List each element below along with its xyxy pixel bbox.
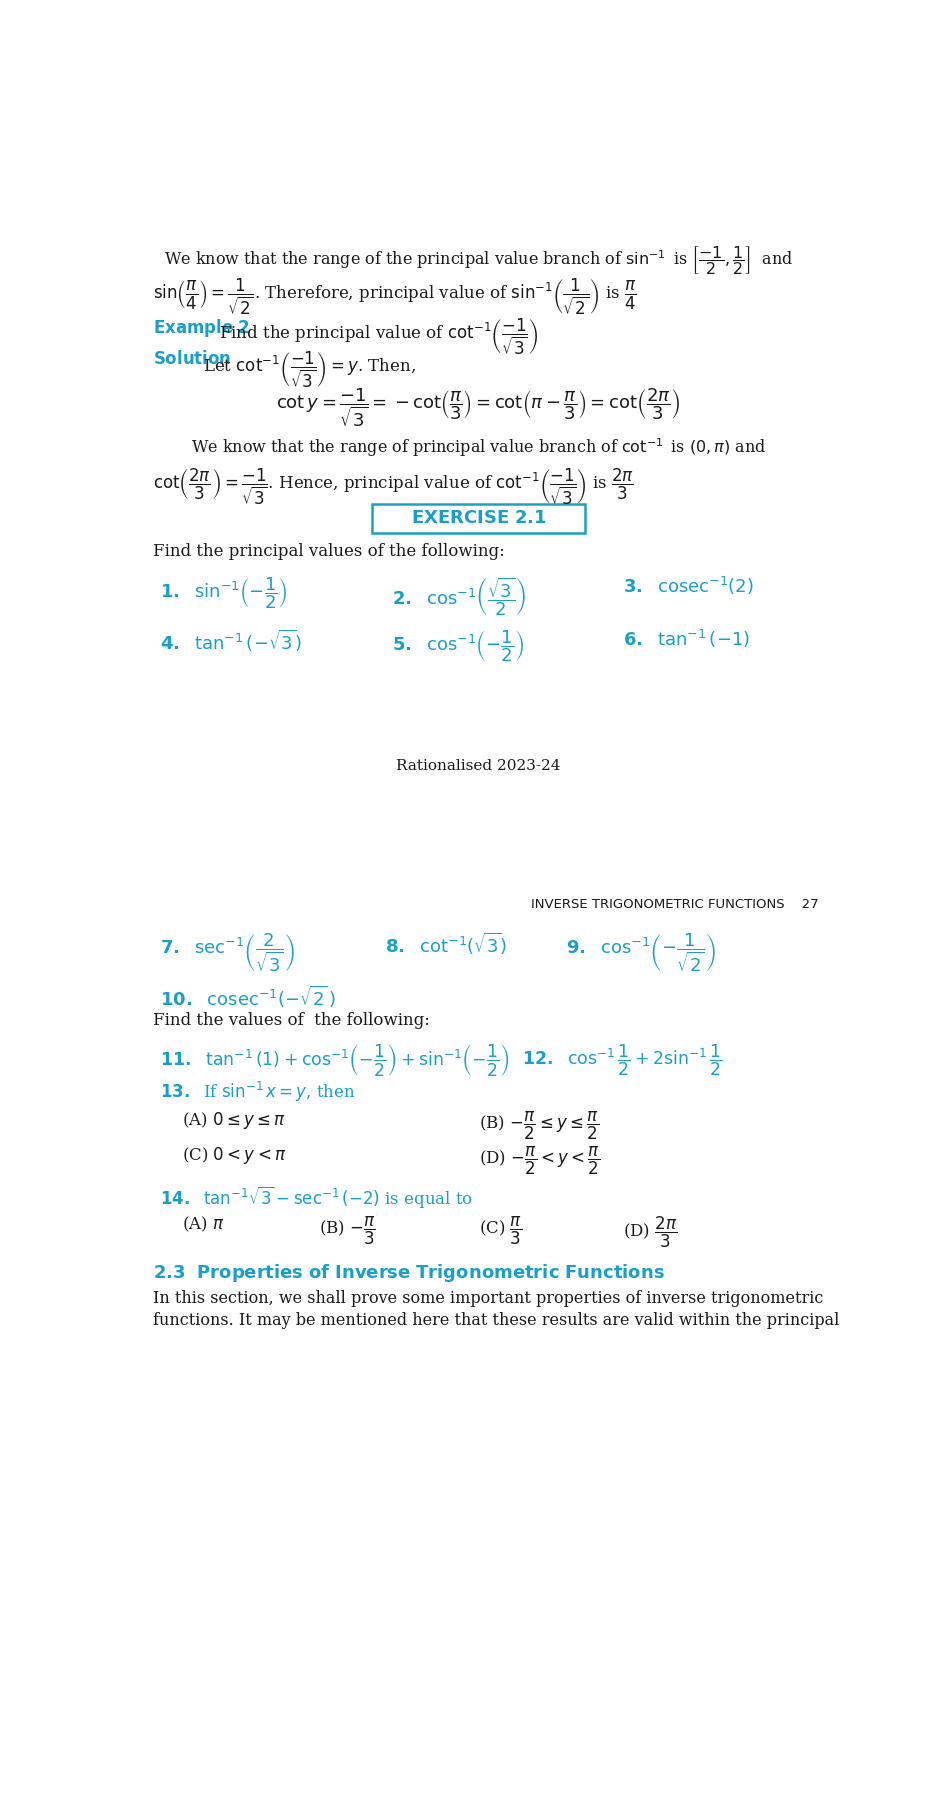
Text: $\mathbf{EXERCISE\ 2.1}$: $\mathbf{EXERCISE\ 2.1}$ xyxy=(411,509,546,527)
Text: $\mathbf{7.}$  $\sec^{-1}\!\left(\dfrac{2}{\sqrt{3}}\right)$: $\mathbf{7.}$ $\sec^{-1}\!\left(\dfrac{2… xyxy=(161,931,295,975)
Text: $\mathbf{3.}$  $\mathrm{cosec}^{-1}(2)$: $\mathbf{3.}$ $\mathrm{cosec}^{-1}(2)$ xyxy=(624,576,754,597)
Text: $\mathbf{Solution}$: $\mathbf{Solution}$ xyxy=(153,350,232,368)
Text: Let $\cot^{-1}\!\left(\dfrac{-1}{\sqrt{3}}\right) = y$. Then,: Let $\cot^{-1}\!\left(\dfrac{-1}{\sqrt{3… xyxy=(204,350,417,390)
Text: $\cot y = \dfrac{-1}{\sqrt{3}} = -\cot\!\left(\dfrac{\pi}{3}\right) = \cot\!\lef: $\cot y = \dfrac{-1}{\sqrt{3}} = -\cot\!… xyxy=(276,386,681,430)
Text: functions. It may be mentioned here that these results are valid within the prin: functions. It may be mentioned here that… xyxy=(153,1312,840,1328)
Text: $\mathbf{11.}$  $\tan^{-1}(1) + \cos^{-1}\!\left(-\dfrac{1}{2}\right) + \sin^{-1: $\mathbf{11.}$ $\tan^{-1}(1) + \cos^{-1}… xyxy=(161,1041,510,1078)
Text: $\mathbf{13.}$  If $\sin^{-1} x = y$, then: $\mathbf{13.}$ If $\sin^{-1} x = y$, the… xyxy=(161,1079,356,1105)
Text: $\mathbf{9.}$  $\cos^{-1}\!\left(-\dfrac{1}{\sqrt{2}}\right)$: $\mathbf{9.}$ $\cos^{-1}\!\left(-\dfrac{… xyxy=(566,931,715,975)
Text: Find the principal values of the following:: Find the principal values of the followi… xyxy=(153,543,504,560)
Text: We know that the range of the principal value branch of $\sin^{-1}$ is $\left[\d: We know that the range of the principal … xyxy=(164,244,793,278)
Text: INVERSE TRIGONOMETRIC FUNCTIONS    27: INVERSE TRIGONOMETRIC FUNCTIONS 27 xyxy=(531,897,819,912)
Text: $\mathbf{2.3\ \ Properties\ of\ Inverse\ Trigonometric\ Functions}$: $\mathbf{2.3\ \ Properties\ of\ Inverse\… xyxy=(153,1262,665,1283)
Text: Find the values of  the following:: Find the values of the following: xyxy=(153,1011,430,1029)
Text: $\mathbf{12.}$  $\cos^{-1}\dfrac{1}{2} + 2\sin^{-1}\dfrac{1}{2}$: $\mathbf{12.}$ $\cos^{-1}\dfrac{1}{2} + … xyxy=(522,1041,723,1078)
Text: We know that the range of principal value branch of $\cot^{-1}$ is $(0, \pi)$ an: We know that the range of principal valu… xyxy=(191,437,766,458)
Text: (D) $\dfrac{2\pi}{3}$: (D) $\dfrac{2\pi}{3}$ xyxy=(624,1215,678,1249)
Text: $\mathbf{1.}$  $\sin^{-1}\!\left(-\dfrac{1}{2}\right)$: $\mathbf{1.}$ $\sin^{-1}\!\left(-\dfrac{… xyxy=(161,576,288,610)
FancyBboxPatch shape xyxy=(372,504,586,532)
Text: Find the principal value of $\cot^{-1}\!\left(\dfrac{-1}{\sqrt{3}}\right)$: Find the principal value of $\cot^{-1}\!… xyxy=(219,316,538,357)
Text: $\mathbf{14.}$  $\tan^{-1}\!\sqrt{3} - \sec^{-1}(-2)$ is equal to: $\mathbf{14.}$ $\tan^{-1}\!\sqrt{3} - \s… xyxy=(161,1184,474,1209)
Text: $\mathbf{10.}$  $\mathrm{cosec}^{-1}(-\sqrt{2}\,)$: $\mathbf{10.}$ $\mathrm{cosec}^{-1}(-\sq… xyxy=(161,984,336,1009)
Text: (C) $0 < y < \pi$: (C) $0 < y < \pi$ xyxy=(182,1144,287,1166)
Text: $\mathbf{8.}$  $\cot^{-1}\!(\sqrt{3})$: $\mathbf{8.}$ $\cot^{-1}\!(\sqrt{3})$ xyxy=(385,931,507,957)
Text: $\sin\!\left(\dfrac{\pi}{4}\right) = \dfrac{1}{\sqrt{2}}$. Therefore, principal : $\sin\!\left(\dfrac{\pi}{4}\right) = \df… xyxy=(153,276,637,316)
Text: $\mathbf{6.}$  $\tan^{-1}(-1)$: $\mathbf{6.}$ $\tan^{-1}(-1)$ xyxy=(624,628,750,650)
Text: $\mathbf{2.}$  $\cos^{-1}\!\left(\dfrac{\sqrt{3}}{2}\right)$: $\mathbf{2.}$ $\cos^{-1}\!\left(\dfrac{\… xyxy=(392,576,527,617)
Text: $\mathbf{Example\ 2}$: $\mathbf{Example\ 2}$ xyxy=(153,316,250,339)
Text: (A) $\pi$: (A) $\pi$ xyxy=(182,1215,224,1235)
Text: (A) $0 \leq y \leq \pi$: (A) $0 \leq y \leq \pi$ xyxy=(182,1110,286,1132)
Text: (B) $-\dfrac{\pi}{2} \leq y \leq \dfrac{\pi}{2}$: (B) $-\dfrac{\pi}{2} \leq y \leq \dfrac{… xyxy=(479,1110,599,1143)
Text: Rationalised 2023-24: Rationalised 2023-24 xyxy=(396,758,561,773)
Text: $\mathbf{5.}$  $\cos^{-1}\!\left(-\dfrac{1}{2}\right)$: $\mathbf{5.}$ $\cos^{-1}\!\left(-\dfrac{… xyxy=(392,628,524,664)
Text: (B) $-\dfrac{\pi}{3}$: (B) $-\dfrac{\pi}{3}$ xyxy=(319,1215,376,1247)
Text: $\cot\!\left(\dfrac{2\pi}{3}\right) = \dfrac{-1}{\sqrt{3}}$. Hence, principal va: $\cot\!\left(\dfrac{2\pi}{3}\right) = \d… xyxy=(153,467,634,507)
Text: (D) $-\dfrac{\pi}{2} < y < \dfrac{\pi}{2}$: (D) $-\dfrac{\pi}{2} < y < \dfrac{\pi}{2… xyxy=(479,1144,600,1177)
Text: In this section, we shall prove some important properties of inverse trigonometr: In this section, we shall prove some imp… xyxy=(153,1289,823,1307)
Text: $\mathbf{4.}$  $\tan^{-1}(-\sqrt{3})$: $\mathbf{4.}$ $\tan^{-1}(-\sqrt{3})$ xyxy=(161,628,302,653)
Text: (C) $\dfrac{\pi}{3}$: (C) $\dfrac{\pi}{3}$ xyxy=(479,1215,522,1247)
